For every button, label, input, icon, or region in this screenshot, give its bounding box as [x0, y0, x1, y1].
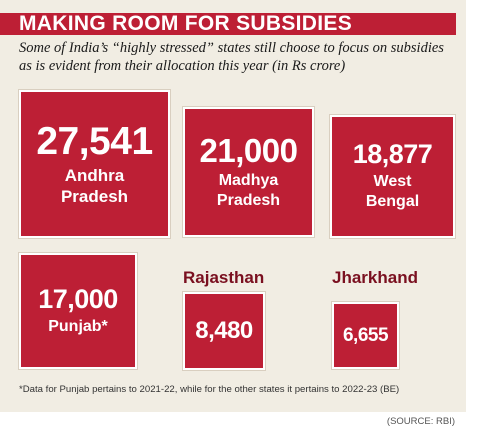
page-title: MAKING ROOM FOR SUBSIDIES	[19, 12, 353, 35]
state-value-jharkhand: 6,655	[342, 325, 389, 346]
state-label-line: Pradesh	[60, 186, 129, 206]
state-value-rajasthan: 8,480	[195, 317, 253, 344]
state-value-andhra-pradesh: 27,541	[36, 119, 153, 163]
subtitle: Some of India’s “highly stressed” states…	[19, 40, 444, 74]
title-bar	[0, 13, 456, 35]
footnote: *Data for Punjab pertains to 2021-22, wh…	[19, 384, 400, 395]
state-box-west-bengal: 18,877 West Bengal	[329, 114, 456, 239]
state-label-madhya-pradesh: Madhya Pradesh	[217, 171, 280, 211]
state-label-line: West	[373, 173, 412, 190]
state-value-punjab: 17,000	[38, 283, 118, 314]
state-label-line: Madhya	[218, 171, 279, 189]
state-label-line: Bengal	[365, 193, 420, 210]
state-label-line: Andhra	[64, 165, 125, 185]
state-label-andhra-pradesh: Andhra Pradesh	[61, 165, 128, 207]
state-value-madhya-pradesh: 21,000	[199, 131, 298, 169]
source-note: (SOURCE: RBI)	[386, 416, 455, 427]
state-label-jharkhand: Jharkhand	[332, 268, 418, 287]
state-box-jharkhand: 6,655	[331, 301, 400, 370]
state-box-andhra-pradesh: 27,541 Andhra Pradesh	[18, 89, 171, 239]
state-label-punjab: Punjab*	[48, 317, 108, 335]
state-label-rajasthan: Rajasthan	[183, 268, 265, 287]
state-value-west-bengal: 18,877	[352, 139, 433, 169]
state-label-west-bengal: West Bengal	[366, 172, 419, 212]
state-box-punjab: 17,000 Punjab*	[18, 252, 138, 370]
state-box-rajasthan: 8,480	[182, 291, 266, 371]
state-box-madhya-pradesh: 21,000 Madhya Pradesh	[182, 106, 315, 238]
state-label-line: Pradesh	[216, 191, 281, 209]
